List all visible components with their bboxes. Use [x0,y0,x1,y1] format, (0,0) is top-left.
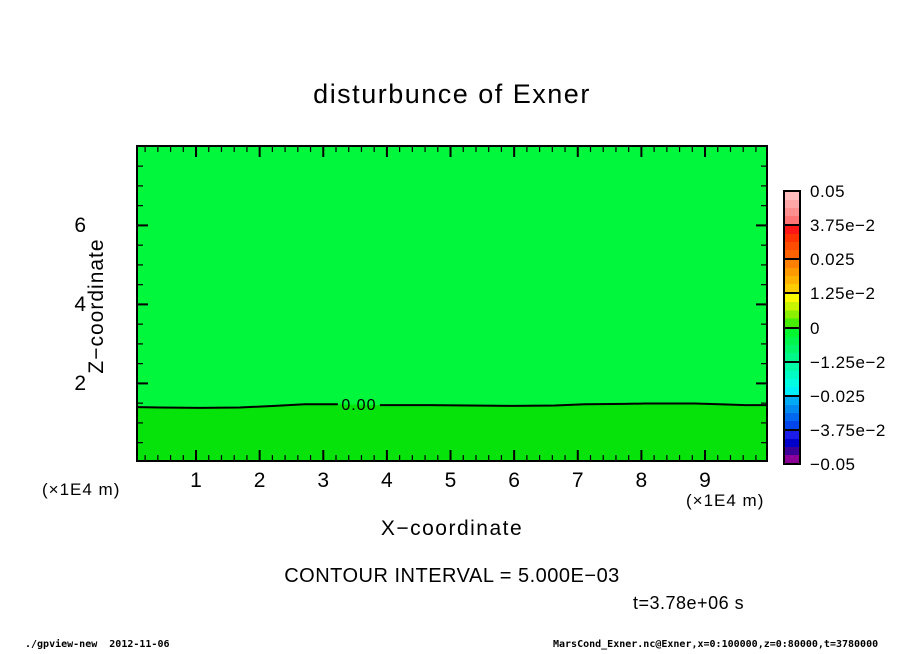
x-axis-label: X−coordinate [380,517,524,540]
colorbar-tick-label: −1.25e−2 [810,353,886,372]
y-tick-label: 2 [74,372,86,396]
colorbar [783,190,801,465]
page-title: disturbunce of Exner [313,79,591,109]
x-tick-label: 6 [508,469,520,492]
y-axis-label: Z−coordinate [85,238,108,374]
y-tick-label: 4 [74,293,86,317]
x-tick-label: 9 [699,469,711,492]
x-tick-label: 7 [571,469,584,492]
x-tick-label: 3 [317,469,330,492]
x-tick-label: 2 [253,469,266,492]
x-tick-label: 4 [381,469,393,492]
contour-interval-text: CONTOUR INTERVAL = 5.000E−03 [284,565,620,587]
footer-source-text: MarsCond_Exner.nc@Exner,x=0:100000,z=0:8… [553,639,879,650]
colorbar-tick-label: −0.05 [810,455,856,474]
colorbar-tick-label: 0 [810,319,820,338]
colorbar-tick-label: −3.75e−2 [810,421,886,440]
zero-contour-line [138,403,338,409]
colorbar-cell [783,327,801,363]
zero-contour-label: 0.00 [341,397,376,414]
zero-contour-line [379,402,766,407]
x-axis-unit-label-left: (×1E4 m) [42,480,121,499]
colorbar-cell [783,395,801,431]
colorbar-cell [783,361,801,397]
colorbar-tick-label: −0.025 [810,387,866,406]
colorbar-tick-label: 3.75e−2 [810,216,876,235]
plot-area: 0.00 [136,145,768,462]
time-annotation: t=3.78e+06 s [633,593,745,613]
colorbar-cell [783,224,801,260]
colorbar-tick-label: 1.25e−2 [810,284,876,303]
x-tick-label: 5 [444,469,457,492]
x-axis-unit-label-right: (×1E4 m) [686,491,765,510]
y-tick-label: 6 [74,214,86,238]
colorbar-cell [783,258,801,294]
contour-plot-canvas: 0.00 [138,147,766,460]
colorbar-cell [783,292,801,329]
colorbar-tick-label: 0.05 [810,182,846,201]
x-tick-label: 1 [190,469,202,492]
colorbar-cell [783,429,801,465]
colorbar-tick-label: 0.025 [810,250,856,269]
colorbar-cell [783,190,801,226]
x-tick-label: 8 [635,469,648,492]
footer-command-text: ./gpview-new 2012-11-06 [25,639,170,650]
field-below-zero [138,403,766,460]
